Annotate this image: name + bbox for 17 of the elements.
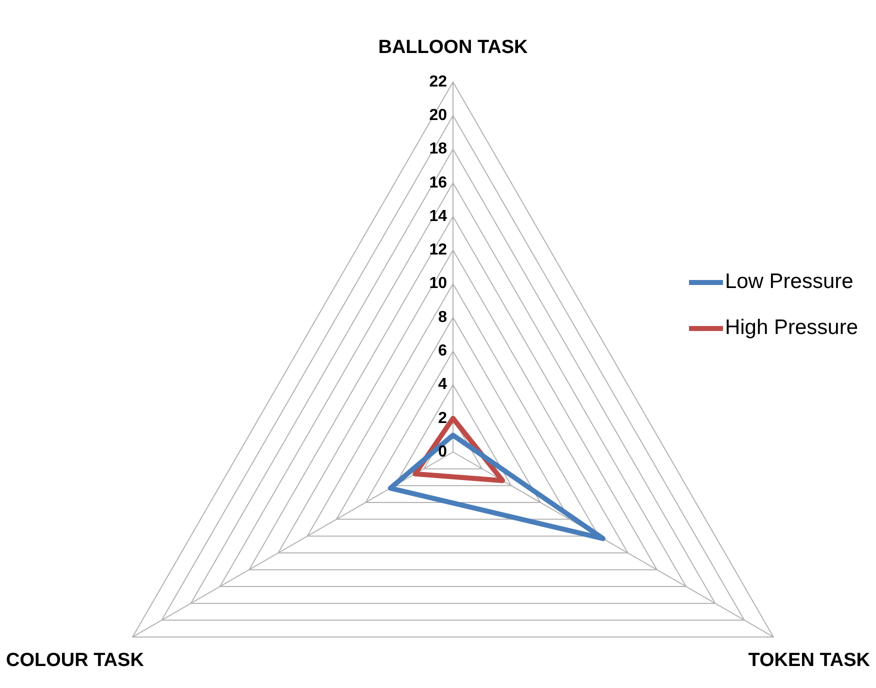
y-tick-label: 8 [438,308,448,326]
y-tick-label: 22 [429,73,448,90]
y-tick-label: 6 [438,342,448,360]
legend-label: High Pressure [724,316,858,340]
legend-label: Low Pressure [724,270,854,294]
y-tick-label: 0 [438,443,448,460]
y-tick-label: 14 [429,208,448,225]
y-tick-label: 20 [429,107,448,124]
y-tick-label: 10 [429,275,448,292]
spoke-label: COLOUR TASK [6,650,144,672]
y-tick-label: 2 [438,410,448,427]
y-tick-label: 16 [429,174,448,192]
spoke-label: TOKEN TASK [748,650,870,672]
y-tick-label: 4 [438,376,448,394]
y-tick-label: 18 [429,140,448,158]
y-tick-label: 12 [429,242,448,259]
spoke-label: BALLOON TASK [378,37,528,58]
